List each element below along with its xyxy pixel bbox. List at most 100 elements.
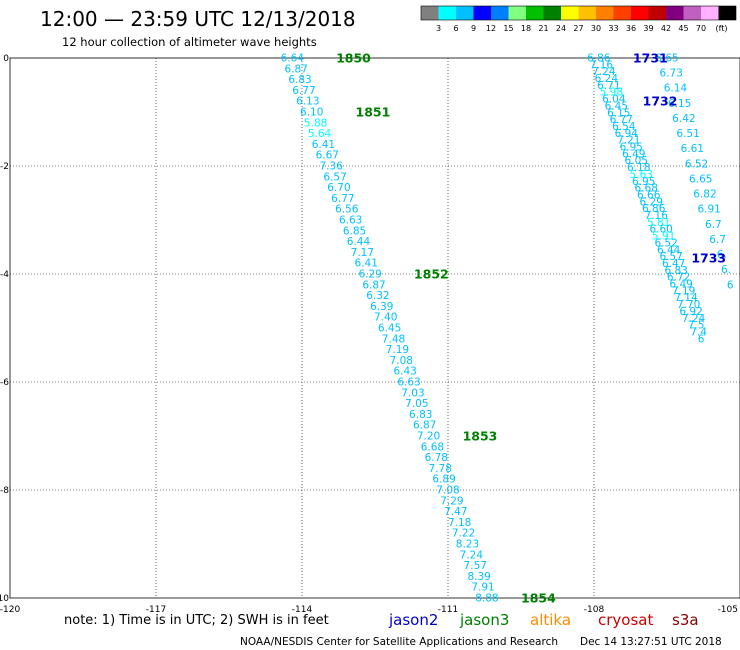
wave-height-value: 6.86 [587,53,611,65]
wave-height-value: 6.73 [660,68,683,80]
legend-label: 33 [608,24,618,33]
wave-height-value: 6.45 [605,100,628,112]
wave-height-value: 7.47 [444,506,467,518]
pass-label: 1853 [463,429,498,444]
wave-height-value: 6.15 [607,107,630,119]
legend-label: 18 [521,24,531,33]
wave-height-value: 7.19 [672,285,695,297]
satellite-name: jason2 [388,611,438,629]
wave-height-value: 8.88 [475,593,498,605]
wave-height-value: 6.52 [685,158,708,170]
legend-swatch [666,6,684,20]
wave-height-value: 7.78 [429,463,452,475]
wave-height-value: 6.43 [393,366,416,378]
note-text: note: 1) Time is in UTC; 2) SWH is in fe… [64,613,329,628]
wave-height-value: 7.05 [405,398,428,410]
wave-height-value: 6.54 [612,121,636,133]
wave-height-value: 6.29 [640,196,663,208]
legend-label: 27 [573,24,583,33]
wave-height-value: 6.72 [667,272,690,284]
wave-height-value: 7.5 [688,320,705,332]
legend-swatch [648,6,666,20]
legend-label: 9 [471,24,476,33]
pass-number-labels: 1850 1851 1852 1853 1854 1731 1732 1733 [336,51,726,606]
wave-height-value: 6.83 [664,265,687,277]
wave-height-value: 5.88 [304,117,327,129]
wave-height-value: 6.61 [681,143,704,155]
wave-height-value: 6.87 [413,420,436,432]
legend-label: 30 [591,24,601,33]
wave-height-value: 6.86 [642,203,666,215]
wave-height-value: 6.91 [697,204,720,216]
wave-height-value: 6.85 [343,225,366,237]
legend-label: 36 [626,24,636,33]
legend-swatch [508,6,526,20]
wave-height-value: 6.92 [679,306,702,318]
wave-height-value: 6.83 [409,409,432,421]
pass-label: 1733 [691,250,726,265]
wave-height-value: 7.17 [351,247,374,259]
pass-label: 1732 [643,94,678,109]
wave-height-value: 6.57 [323,171,346,183]
wave-height-value: 6.70 [327,182,350,194]
y-tick-label: 0 [3,54,9,64]
wave-height-value: 6.7 [705,219,722,231]
pass-label: 1851 [356,105,391,120]
satellite-name: jason3 [459,611,509,629]
legend-swatch [438,6,456,20]
y-tick-label: -8 [0,486,9,496]
wave-height-value: 6.66 [637,189,661,201]
wave-height-value: 6.89 [432,474,455,486]
wave-height-value: 7.40 [374,312,397,324]
satellite-name: altika [530,611,571,629]
wave-height-value: 5.91 [652,231,675,243]
chart-subtitle: 12 hour collection of altimeter wave hei… [62,35,317,49]
legend-label: 70 [696,24,706,33]
legend-label: 42 [661,24,671,33]
wave-height-value: 7.21 [617,135,640,147]
pass-label: 1852 [414,267,449,282]
wave-height-value: 6.18 [627,162,650,174]
x-tick-label: -114 [292,605,313,615]
legend-swatch [491,6,509,20]
wave-height-value: 6.77 [331,193,354,205]
y-tick-label: -2 [0,162,9,172]
legend-swatch [613,6,631,20]
wave-height-value: 5.81 [647,217,670,229]
wave-height-value: 7.18 [448,517,471,529]
wave-height-value: 6. [721,264,731,276]
satellite-name: s3a [672,611,699,629]
legend-swatch [596,6,614,20]
pass-label: 1850 [336,51,371,66]
legend-swatch [526,6,544,20]
legend-swatch [683,6,701,20]
axis-tick-labels: -120 -117 -114 -111 -108 -105 0 -2 -4 -6 -8 -10 [0,54,738,615]
x-tick-label: -117 [146,605,166,615]
wave-height-value: 6.42 [672,113,695,125]
legend-label: 12 [486,24,496,33]
footer-timestamp: Dec 14 13:27:51 UTC 2018 [580,636,722,648]
wave-height-value: 7.24 [682,313,706,325]
wave-height-value: 7.20 [417,431,440,443]
wave-height-value: 7.08 [436,485,459,497]
wave-height-value: 6 [698,333,705,345]
wave-height-value: 7.4 [690,326,707,338]
wave-height-value: 6.51 [676,128,699,140]
legend-swatch [631,6,649,20]
wave-height-points: 6.646.876.836.776.136.105.885.646.416.67… [281,53,734,605]
legend-label: 45 [678,24,688,33]
legend-label: 21 [538,24,548,33]
wave-height-value: 7.03 [401,387,424,399]
wave-height-value: 6.82 [693,189,716,201]
wave-height-value: 6.78 [425,452,448,464]
footer-credit: NOAA/NESDIS Center for Satellite Applica… [240,636,558,648]
grid-lines [10,58,740,598]
wave-height-value: 7.16 [590,59,614,71]
wave-height-value: 6.49 [669,279,692,291]
wave-height-value: 6.52 [654,237,677,249]
wave-height-value: 7.08 [390,355,413,367]
wave-height-value: 7.48 [382,333,405,345]
wave-height-value: 6.65 [689,173,712,185]
wave-height-value: 6.47 [662,258,685,270]
wave-height-value: 7.22 [452,528,475,540]
